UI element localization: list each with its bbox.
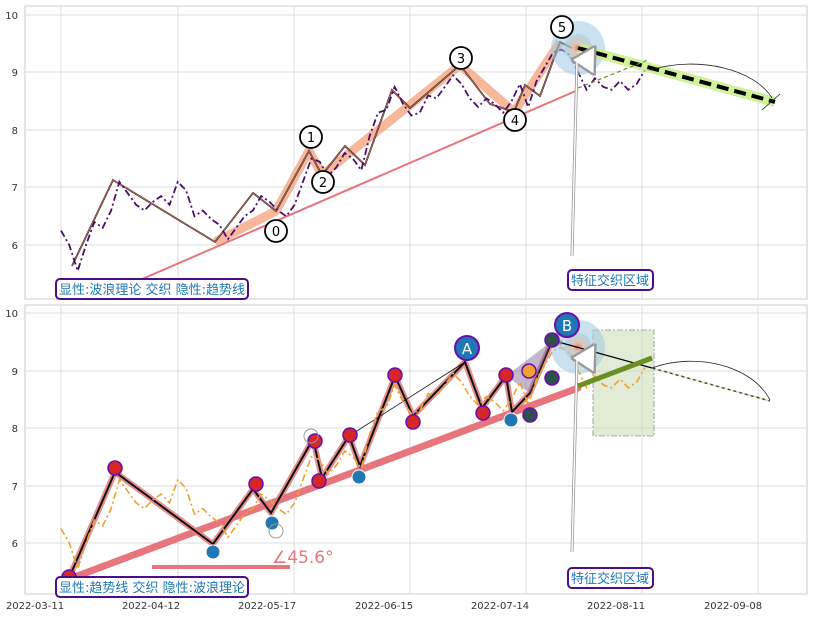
bottom-ytick-6: 6 xyxy=(12,539,18,550)
xtick-6: 2022-09-08 xyxy=(704,601,762,612)
wave-point-5: 5 xyxy=(550,15,574,39)
xtick-4: 2022-07-14 xyxy=(471,601,529,612)
bottom-ytick-7: 7 xyxy=(12,482,18,493)
xtick-2: 2022-05-17 xyxy=(238,601,296,612)
badge-red xyxy=(475,405,491,421)
wave-point-4: 4 xyxy=(503,108,527,132)
wave-label-0: 0 xyxy=(272,225,280,240)
badge-darkgreen xyxy=(544,370,560,386)
xtick-5: 2022-08-11 xyxy=(587,601,645,612)
top-grid xyxy=(25,6,807,299)
badge-orange xyxy=(521,363,537,379)
bottom-ytick-9: 9 xyxy=(12,367,18,378)
badge-blue xyxy=(205,544,221,560)
bottom-forecast-green xyxy=(577,355,653,389)
badge-blue xyxy=(351,469,367,485)
badge-red xyxy=(248,476,264,492)
badge-red xyxy=(107,460,123,476)
wave-label-B: B xyxy=(562,317,572,335)
top-forecast-arc xyxy=(649,63,773,99)
wave-label-2: 2 xyxy=(319,176,327,191)
top-price-series xyxy=(60,48,646,274)
badge-red xyxy=(405,414,421,430)
wave-label-5: 5 xyxy=(558,21,566,36)
badge-red xyxy=(342,427,358,443)
badge-red xyxy=(311,473,327,489)
wave-marker-A: A xyxy=(454,335,480,361)
xtick-0: 2022-03-11 xyxy=(6,601,64,612)
top-ytick-9: 9 xyxy=(12,68,18,79)
bottom-panel: 6 7 8 9 10 2022-03-11 2022-04-12 2022-05… xyxy=(5,304,808,612)
top-yticks: 6 7 8 9 10 xyxy=(5,11,18,252)
top-annotation-box xyxy=(567,269,654,291)
top-plot-area xyxy=(24,5,808,300)
badge-darkgreen xyxy=(522,407,538,423)
bottom-annotation-box xyxy=(567,567,654,589)
bottom-price-series xyxy=(60,346,646,572)
top-panel: 6 7 8 9 10 0 1 2 3 4 5 xyxy=(5,5,808,300)
badge-red xyxy=(307,433,323,449)
bottom-zigzag xyxy=(68,339,563,579)
wave-point-2: 2 xyxy=(311,170,335,194)
top-forecast-dash xyxy=(577,46,776,104)
badge-red xyxy=(387,367,403,383)
top-annotation-text: 特征交织区域 xyxy=(571,273,649,289)
badge-red xyxy=(498,367,514,383)
bottom-xticks: 2022-03-11 2022-04-12 2022-05-17 2022-06… xyxy=(6,601,762,612)
wave-label-3: 3 xyxy=(457,52,465,67)
badge-blue xyxy=(264,515,280,531)
bottom-legend-box xyxy=(55,576,249,598)
top-legend-text: 显性:波浪理论 交织 隐性:趋势线 xyxy=(59,282,245,298)
top-ytick-6: 6 xyxy=(12,241,18,252)
top-legend-box xyxy=(55,278,249,300)
bottom-forecast-arc xyxy=(651,360,771,401)
xtick-3: 2022-06-15 xyxy=(355,601,413,612)
xtick-1: 2022-04-12 xyxy=(122,601,180,612)
wave-label-A: A xyxy=(462,340,473,358)
badge-hollow xyxy=(303,428,319,444)
wave-label-4: 4 xyxy=(511,114,519,129)
badge-hollow xyxy=(268,523,284,539)
top-forecast-low xyxy=(577,59,649,89)
bottom-wave-thin xyxy=(348,361,466,437)
top-wave-markers: 0 1 2 3 4 5 xyxy=(264,15,574,243)
bottom-badges xyxy=(61,332,560,585)
top-ytick-7: 7 xyxy=(12,183,18,194)
bottom-annotation-text: 特征交织区域 xyxy=(571,571,649,587)
bottom-ytick-8: 8 xyxy=(12,424,18,435)
top-ytick-10: 10 xyxy=(5,11,18,22)
bottom-ytick-10: 10 xyxy=(5,309,18,320)
wave-point-1: 1 xyxy=(299,125,323,149)
wave-label-1: 1 xyxy=(307,131,315,146)
top-zigzag-thin xyxy=(71,41,561,267)
badge-darkgreen xyxy=(544,332,560,348)
top-ytick-8: 8 xyxy=(12,126,18,137)
top-forecast-cap xyxy=(761,93,781,111)
wave-point-0: 0 xyxy=(264,219,288,243)
badge-blue xyxy=(503,412,519,428)
bottom-legend-text: 显性:趋势线 交织 隐性:波浪理论 xyxy=(59,580,245,596)
bottom-yticks: 6 7 8 9 10 xyxy=(5,309,18,550)
bottom-angle-label: ∠45.6° xyxy=(272,548,334,568)
wave-marker-B: B xyxy=(554,312,580,338)
wave-point-3: 3 xyxy=(449,46,473,70)
